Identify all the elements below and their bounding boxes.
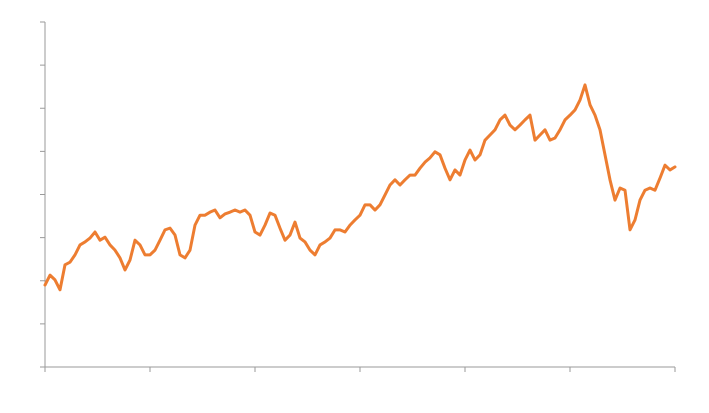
line <box>43 83 677 292</box>
